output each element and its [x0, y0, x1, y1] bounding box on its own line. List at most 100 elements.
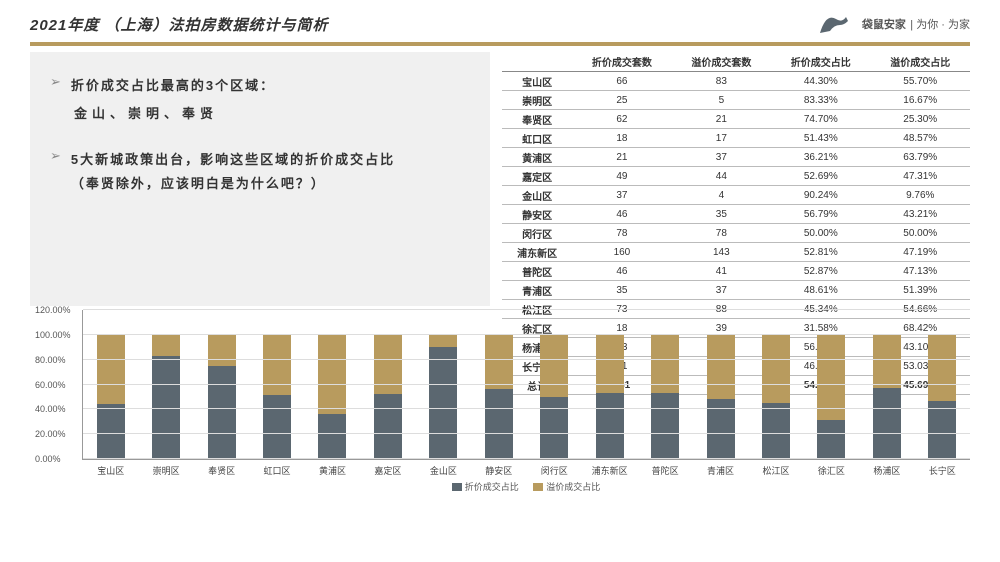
bar-column: 金山区	[429, 310, 457, 459]
table-cell: 55.70%	[871, 72, 971, 91]
x-axis-label: 宝山区	[97, 464, 124, 477]
table-cell: 25.30%	[871, 110, 971, 129]
x-axis-label: 奉贤区	[208, 464, 235, 477]
swatch-icon	[452, 483, 462, 491]
table-cell: 虹口区	[502, 129, 572, 148]
y-axis-label: 0.00%	[35, 454, 61, 464]
kangaroo-logo-icon	[814, 9, 854, 39]
table-cell: 50.00%	[771, 224, 870, 243]
table-cell: 37	[572, 186, 671, 205]
table-cell: 奉贤区	[502, 110, 572, 129]
bar-segment-discount	[762, 403, 790, 459]
x-axis-label: 徐汇区	[818, 464, 845, 477]
bullet-1-sub: 金山、崇明、奉贤	[74, 103, 470, 122]
table-cell: 青浦区	[502, 281, 572, 300]
stacked-bar-chart: 宝山区崇明区奉贤区虹口区黄浦区嘉定区金山区静安区闵行区浦东新区普陀区青浦区松江区…	[0, 306, 1000, 506]
table-cell: 46	[572, 262, 671, 281]
bar-segment-discount	[596, 393, 624, 459]
table-cell: 51.43%	[771, 129, 870, 148]
table-cell: 43.21%	[871, 205, 971, 224]
bar-column: 静安区	[485, 310, 513, 459]
bar-segment-discount	[318, 414, 346, 459]
y-axis-label: 100.00%	[35, 330, 71, 340]
y-axis-label: 20.00%	[35, 429, 66, 439]
x-axis-label: 虹口区	[264, 464, 291, 477]
bar-segment-premium	[97, 335, 125, 404]
table-cell: 143	[672, 243, 771, 262]
table-cell: 普陀区	[502, 262, 572, 281]
bar-segment-discount	[817, 420, 845, 459]
gridline	[83, 359, 970, 360]
chevron-right-icon: ➢	[50, 74, 61, 97]
table-cell: 48.61%	[771, 281, 870, 300]
bar-segment-premium	[707, 335, 735, 399]
table-header-cell: 溢价成交套数	[672, 52, 771, 72]
bullet-2: ➢ 5大新城政策出台，影响这些区域的折价成交占比 （奉贤除外，应该明白是为什么吧…	[50, 148, 470, 195]
table-cell: 21	[572, 148, 671, 167]
table-cell: 78	[672, 224, 771, 243]
y-axis-label: 60.00%	[35, 380, 66, 390]
table-cell: 66	[572, 72, 671, 91]
table-cell: 闵行区	[502, 224, 572, 243]
gridline	[83, 309, 970, 310]
legend-item-1: 折价成交占比	[452, 480, 519, 493]
bar-segment-premium	[540, 335, 568, 397]
table-cell: 21	[672, 110, 771, 129]
bar-segment-premium	[318, 335, 346, 414]
table-cell: 50.00%	[871, 224, 971, 243]
page-title: 2021年度 （上海）法拍房数据统计与简析	[30, 14, 329, 35]
brand-text: 袋鼠安家 | 为你 · 为家	[862, 15, 970, 33]
table-cell: 嘉定区	[502, 167, 572, 186]
bar-segment-premium	[651, 335, 679, 394]
bar-column: 杨浦区	[873, 310, 901, 459]
table-cell: 35	[672, 205, 771, 224]
table-row: 普陀区464152.87%47.13%	[502, 262, 970, 281]
table-row: 奉贤区622174.70%25.30%	[502, 110, 970, 129]
gridline	[83, 334, 970, 335]
table-header-cell: 折价成交占比	[771, 52, 870, 72]
y-axis-label: 40.00%	[35, 404, 66, 414]
bar-column: 普陀区	[651, 310, 679, 459]
bar-segment-discount	[97, 404, 125, 459]
table-row: 青浦区353748.61%51.39%	[502, 281, 970, 300]
table-cell: 18	[572, 129, 671, 148]
bar-segment-discount	[873, 388, 901, 459]
header: 2021年度 （上海）法拍房数据统计与简析 袋鼠安家 | 为你 · 为家	[0, 0, 1000, 40]
y-axis-label: 80.00%	[35, 355, 66, 365]
bar-segment-premium	[152, 335, 180, 356]
x-axis-label: 杨浦区	[873, 464, 900, 477]
x-axis-label: 崇明区	[153, 464, 180, 477]
bar-column: 松江区	[762, 310, 790, 459]
summary-box: ➢ 折价成交占比最高的3个区域： 金山、崇明、奉贤 ➢ 5大新城政策出台，影响这…	[30, 52, 490, 306]
bar-segment-premium	[374, 335, 402, 394]
table-header-cell: 折价成交套数	[572, 52, 671, 72]
bar-column: 长宁区	[928, 310, 956, 459]
bar-column: 浦东新区	[596, 310, 624, 459]
table-cell: 51.39%	[871, 281, 971, 300]
table-row: 宝山区668344.30%55.70%	[502, 72, 970, 91]
table-row: 崇明区25583.33%16.67%	[502, 91, 970, 110]
bullet-1: ➢ 折价成交占比最高的3个区域：	[50, 74, 470, 97]
table-cell: 63.79%	[871, 148, 971, 167]
x-axis-label: 静安区	[485, 464, 512, 477]
table-cell: 宝山区	[502, 72, 572, 91]
bar-segment-discount	[263, 395, 291, 459]
table-row: 金山区37490.24%9.76%	[502, 186, 970, 205]
brand-block: 袋鼠安家 | 为你 · 为家	[814, 9, 970, 39]
table-cell: 37	[672, 281, 771, 300]
x-axis-label: 青浦区	[707, 464, 734, 477]
table-cell: 56.79%	[771, 205, 870, 224]
x-axis-label: 嘉定区	[374, 464, 401, 477]
bar-segment-discount	[928, 401, 956, 459]
table-cell: 崇明区	[502, 91, 572, 110]
bar-column: 黄浦区	[318, 310, 346, 459]
table-cell: 62	[572, 110, 671, 129]
data-table-wrap: 折价成交套数溢价成交套数折价成交占比溢价成交占比 宝山区668344.30%55…	[502, 52, 970, 306]
x-axis-label: 闵行区	[541, 464, 568, 477]
table-header-row: 折价成交套数溢价成交套数折价成交占比溢价成交占比	[502, 52, 970, 72]
bar-segment-discount	[152, 356, 180, 459]
x-axis-label: 浦东新区	[592, 464, 628, 477]
bar-column: 闵行区	[540, 310, 568, 459]
table-cell: 49	[572, 167, 671, 186]
x-axis-label: 长宁区	[929, 464, 956, 477]
